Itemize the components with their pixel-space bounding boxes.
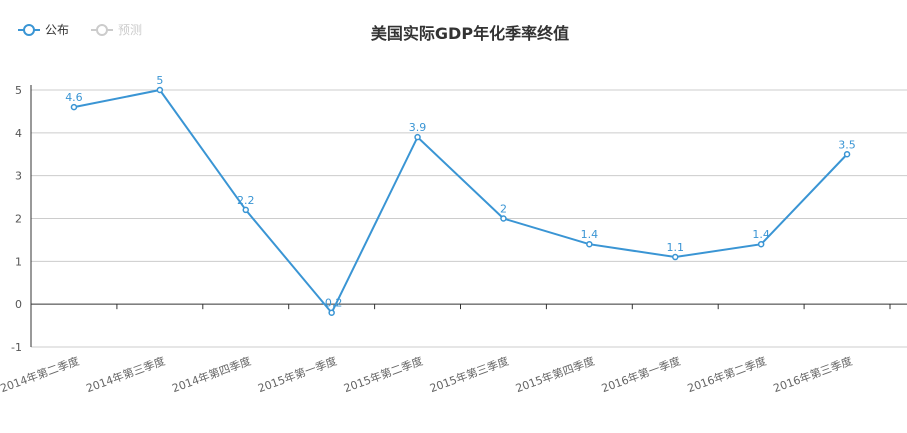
y-tick-label: 4 xyxy=(15,127,22,140)
x-tick-label: 2014年第三季度 xyxy=(84,354,167,396)
data-point[interactable] xyxy=(843,151,851,158)
x-tick-label: 2015年第四季度 xyxy=(514,354,597,396)
y-tick-label: 2 xyxy=(15,213,22,226)
data-label: 1.4 xyxy=(581,228,599,241)
data-label: 4.6 xyxy=(65,91,83,104)
data-label: 1.1 xyxy=(667,241,685,254)
y-axis: -1 0 1 2 3 4 5 xyxy=(11,84,32,354)
data-point[interactable] xyxy=(242,206,249,214)
x-tick-label: 2016年第二季度 xyxy=(685,354,768,396)
x-tick-label: 2016年第一季度 xyxy=(599,354,682,396)
series-layer: 4.6 5 2.2 -0.2 3.9 2 1.4 1.1 1.4 3.5 xyxy=(65,74,856,316)
legend-item-1[interactable]: 公布 xyxy=(18,23,69,37)
y-tick-label: 0 xyxy=(15,298,22,311)
y-tick-label: 5 xyxy=(15,84,22,97)
data-point[interactable] xyxy=(328,309,335,316)
data-label: -0.2 xyxy=(321,297,342,310)
legend-label: 公布 xyxy=(45,23,69,37)
grid-lines xyxy=(31,89,907,348)
x-tick-label: 2014年第四季度 xyxy=(170,354,253,396)
data-point[interactable] xyxy=(586,240,593,248)
data-label: 1.4 xyxy=(752,228,770,241)
data-point[interactable] xyxy=(757,240,765,248)
legend-label: 预测 xyxy=(118,23,142,37)
x-tick-label: 2015年第三季度 xyxy=(428,354,511,396)
x-axis: 2014年第二季度 2014年第三季度 2014年第四季度 2015年第一季度 2015… xyxy=(0,303,907,396)
x-tick-label: 2015年第二季度 xyxy=(342,354,425,396)
circle-line-icon xyxy=(91,24,113,36)
y-tick-label: 3 xyxy=(15,170,22,183)
circle-line-icon xyxy=(18,24,40,36)
data-label: 2 xyxy=(500,203,507,216)
data-point[interactable] xyxy=(156,86,164,94)
data-label: 2.2 xyxy=(237,194,255,207)
data-label: 3.5 xyxy=(838,138,856,151)
x-tick-label: 2014年第二季度 xyxy=(0,354,81,396)
data-label: 5 xyxy=(156,74,163,87)
data-point[interactable] xyxy=(500,215,507,222)
legend[interactable]: 公布 预测 xyxy=(18,23,142,37)
data-point[interactable] xyxy=(672,253,679,261)
legend-item-2[interactable]: 预测 xyxy=(91,23,142,37)
series-line xyxy=(73,88,848,315)
x-tick-label: 2016年第三季度 xyxy=(771,354,854,396)
y-tick-label: 1 xyxy=(15,255,22,268)
data-point[interactable] xyxy=(414,133,421,141)
data-label: 3.9 xyxy=(409,121,427,134)
data-point[interactable] xyxy=(70,103,78,111)
chart-title: 美国实际GDP年化季率终值 xyxy=(371,24,569,43)
x-tick-label: 2015年第一季度 xyxy=(256,354,339,396)
y-tick-label: -1 xyxy=(11,341,22,354)
